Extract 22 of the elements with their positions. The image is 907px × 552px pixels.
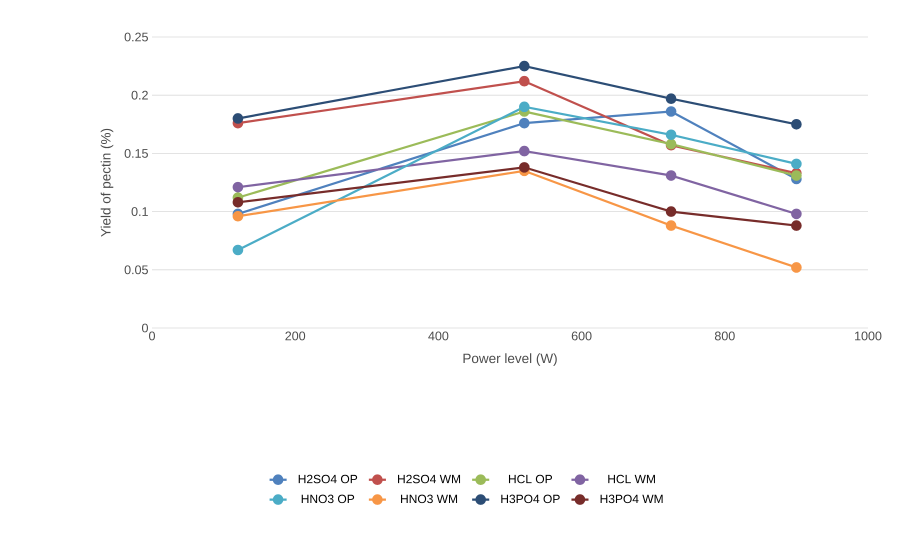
y-axis-title: Yield of pectin (%) xyxy=(100,128,114,237)
y-tick-label: 0.05 xyxy=(124,265,148,274)
y-tick-label: 0.1 xyxy=(132,207,148,216)
x-axis-title: Power level (W) xyxy=(463,353,557,366)
legend-label: HCL WM xyxy=(608,474,655,484)
x-tick-label: 800 xyxy=(714,332,735,340)
x-tick-label: 1000 xyxy=(855,332,882,340)
y-tick-label: 0.25 xyxy=(124,32,148,42)
y-tick-label: 0 xyxy=(142,324,148,332)
legend-label: H3PO4 WM xyxy=(600,494,663,504)
x-tick-label: 600 xyxy=(572,332,592,340)
legend-label: HNO3 WM xyxy=(401,494,458,504)
legend-label: HCL OP xyxy=(508,474,552,484)
x-tick-label: 400 xyxy=(428,332,448,340)
y-tick-label: 0.15 xyxy=(124,148,148,158)
legend-label: H2SO4 OP xyxy=(298,474,358,484)
legend-label: H3PO4 OP xyxy=(501,494,560,504)
legend-label: H2SO4 WM xyxy=(398,474,460,484)
x-tick-label: 200 xyxy=(285,332,306,340)
legend-label: HNO3 OP xyxy=(302,494,354,504)
x-tick-label: 0 xyxy=(149,332,155,340)
y-tick-label: 0.2 xyxy=(132,90,148,100)
